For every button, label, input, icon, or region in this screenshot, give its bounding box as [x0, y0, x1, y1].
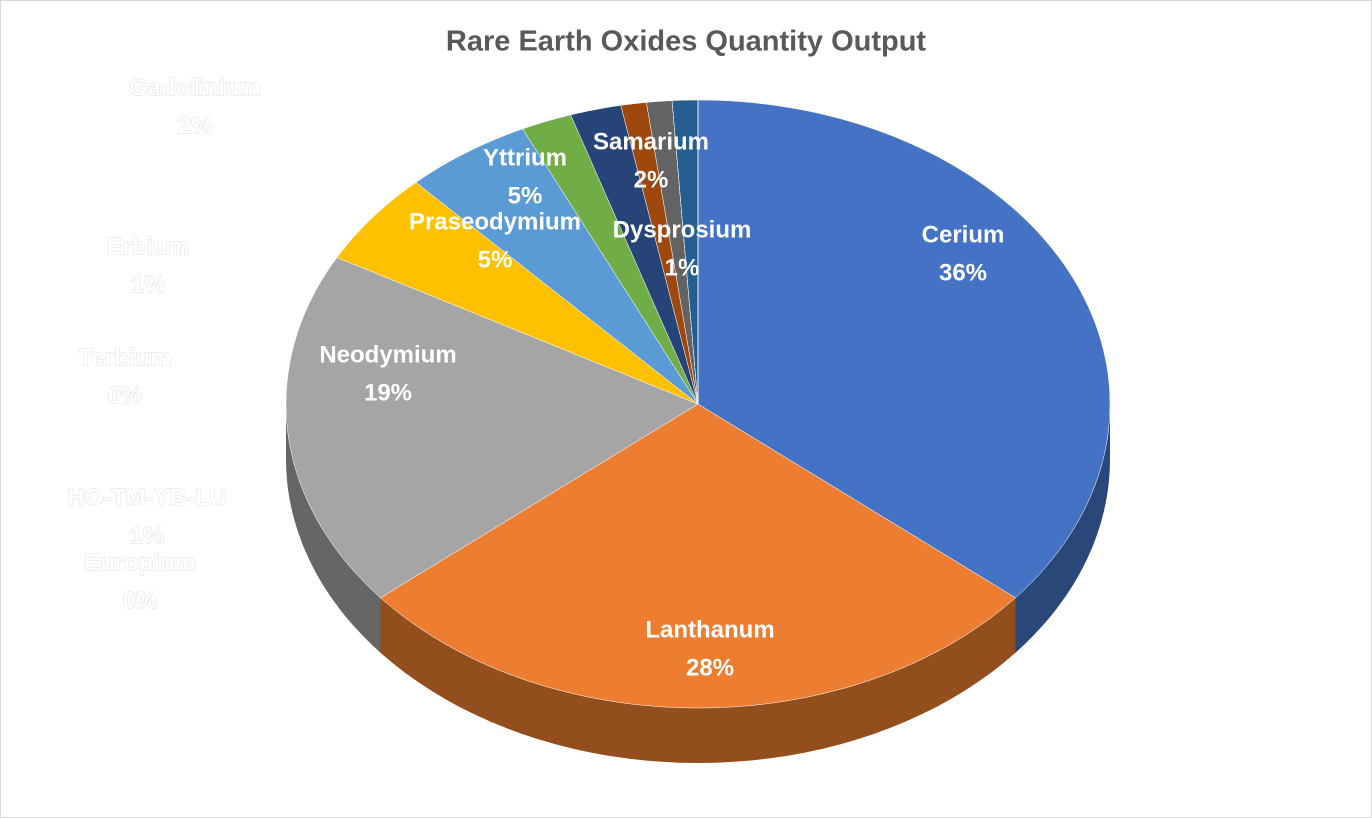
pie-slice — [522, 114, 699, 405]
value-label: 1% — [131, 271, 166, 298]
pie-side — [286, 404, 381, 653]
slice-label: Erbium — [107, 233, 190, 260]
value-label: 5% — [508, 182, 543, 209]
value-label: 5% — [478, 246, 513, 273]
slice-label: Samarium — [593, 128, 709, 155]
value-label: 1% — [665, 254, 700, 281]
slice-label: Cerium — [922, 221, 1005, 248]
value-label: 36% — [939, 259, 987, 286]
slice-label: Lanthanum — [645, 616, 774, 643]
value-label: 2% — [634, 166, 669, 193]
pie-slice — [285, 257, 699, 599]
value-label: 2% — [178, 112, 213, 139]
chart-title: Rare Earth Oxides Quantity Output — [446, 26, 927, 58]
slice-label: Gadolinium — [129, 74, 261, 101]
pie-slice — [570, 105, 699, 405]
slice-label: Praseodymium — [409, 208, 581, 235]
value-label: 1% — [130, 522, 165, 549]
value-label: 28% — [686, 654, 734, 681]
pie-slice — [697, 99, 1111, 599]
pie-side — [380, 597, 1016, 763]
slice-label: Europium — [84, 549, 196, 576]
slice-label: Dysprosium — [613, 216, 752, 243]
value-label: 19% — [364, 379, 412, 406]
value-label: 0% — [123, 587, 158, 614]
pie-side — [1015, 404, 1110, 653]
pie-slice — [380, 403, 1016, 709]
slice-label: Yttrium — [483, 144, 567, 171]
value-label: 0% — [108, 382, 143, 409]
slice-label: HO-TM-YB-LU — [67, 484, 227, 511]
slice-label: Neodymium — [319, 341, 456, 368]
pie-slice — [415, 128, 699, 405]
pie-slice — [336, 182, 699, 405]
slice-label: Terbium — [79, 344, 172, 371]
